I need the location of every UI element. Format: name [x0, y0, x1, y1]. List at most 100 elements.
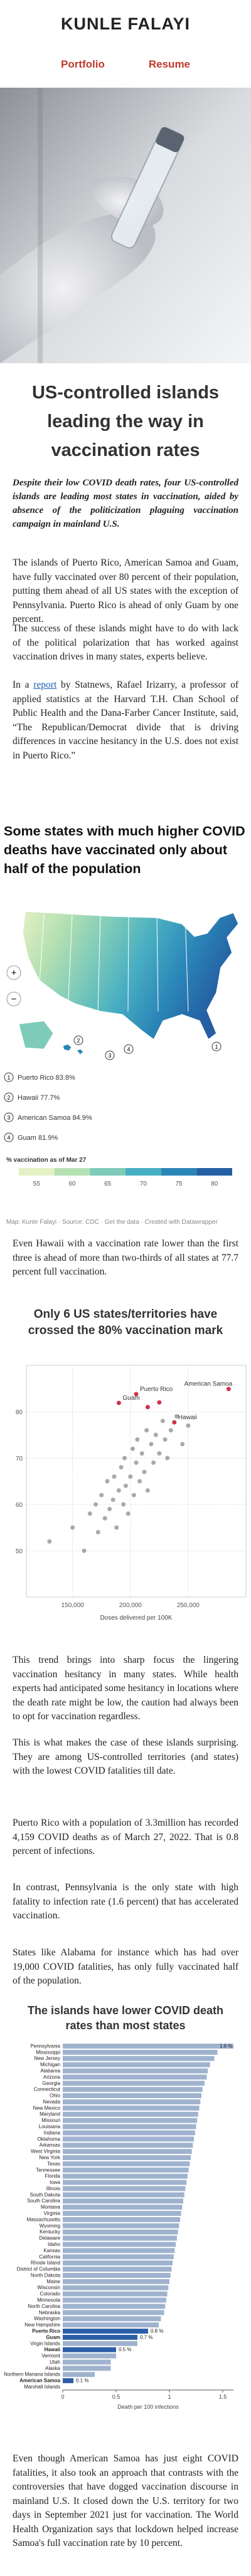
legend-value: 81.9%	[38, 1134, 58, 1142]
bar	[63, 2322, 159, 2328]
bar	[63, 2161, 190, 2166]
y-tick-label: Illinois	[46, 2186, 60, 2191]
paragraph: The success of these islands might have …	[13, 623, 238, 662]
x-tick-label: 0	[61, 2394, 64, 2400]
bar	[63, 2235, 177, 2241]
bar	[63, 2279, 169, 2284]
legend-label: Hawaii 77.7%	[18, 1094, 60, 1102]
scale-swatch	[196, 1168, 232, 1176]
legend-label: Puerto Rico 83.8%	[18, 1074, 75, 1082]
bar	[63, 2068, 208, 2074]
y-tick-label: Montana	[41, 2205, 61, 2210]
y-tick-label: 70	[16, 1456, 23, 1462]
point	[95, 1529, 100, 1534]
bar	[63, 2093, 201, 2099]
bar	[63, 2124, 196, 2129]
bar	[63, 2173, 188, 2179]
point	[116, 1488, 121, 1493]
point	[70, 1525, 75, 1530]
y-tick-label: Colorado	[40, 2291, 61, 2297]
legend-label: Guam 81.9%	[18, 1134, 58, 1142]
point	[145, 1488, 150, 1493]
map-land	[22, 911, 239, 1041]
state-border	[37, 914, 45, 1012]
legend-value: 83.8%	[56, 1074, 75, 1082]
map-hawaii	[62, 1043, 84, 1055]
point	[153, 1432, 158, 1437]
bar	[63, 2242, 176, 2247]
link[interactable]: report	[33, 680, 57, 690]
legend-marker	[4, 1092, 14, 1102]
paragraph: In contrast, Pennsylvania is the only st…	[13, 1882, 238, 1921]
y-tick-label: Minnesota	[37, 2297, 60, 2303]
y-tick-label: Missouri	[41, 2118, 60, 2123]
bar	[63, 2081, 205, 2086]
bar	[63, 2136, 195, 2142]
point	[121, 1502, 126, 1507]
value-label: 0.5 %	[119, 2347, 131, 2352]
bar	[63, 2192, 184, 2198]
y-tick-label: Nevada	[43, 2099, 60, 2104]
point-label: Puerto Rico	[140, 1386, 173, 1393]
bar	[63, 2285, 169, 2290]
zoom-button[interactable]	[6, 965, 21, 980]
y-tick-label: Alaska	[45, 2366, 61, 2371]
bar	[63, 2074, 207, 2080]
map-marker	[73, 1035, 83, 1045]
bar	[63, 2229, 178, 2235]
y-tick-label: Marshall Islands	[24, 2384, 60, 2390]
point	[160, 1419, 165, 1424]
y-tick-label: North Carolina	[28, 2304, 60, 2309]
bar	[63, 2180, 187, 2185]
point	[226, 1387, 231, 1392]
nav-link[interactable]: Portfolio	[60, 58, 105, 70]
point	[180, 1442, 185, 1447]
point	[165, 1456, 170, 1461]
x-tick-label: 250,000	[177, 1602, 200, 1609]
scale-swatch	[161, 1168, 197, 1176]
paragraph: This is what makes the case of these isl…	[13, 1737, 238, 1776]
legend-marker	[4, 1132, 14, 1142]
zoom-button[interactable]	[6, 991, 21, 1006]
zoom-label[interactable]: +	[11, 968, 17, 978]
legend-marker-label: 4	[7, 1135, 10, 1141]
point	[135, 1437, 140, 1442]
y-tick-label: New Jersey	[34, 2056, 60, 2061]
map-chart: 1 2 3 4 + − 1 Puerto Rico 83.8% 2 Hawaii 77.7% 3 Am…	[4, 911, 239, 1187]
scale-swatch	[19, 1168, 55, 1176]
y-tick-label: California	[39, 2254, 60, 2260]
zoom-label[interactable]: −	[11, 994, 17, 1005]
point	[149, 1442, 154, 1447]
y-tick-label: Nebraska	[39, 2310, 61, 2315]
bar	[63, 2329, 148, 2334]
point-label: Hawaii	[178, 1414, 197, 1421]
chart-title: Only 6 US states/territories have crosse…	[28, 1308, 223, 1337]
y-tick-label: Florida	[45, 2173, 61, 2179]
y-tick-label: Michigan	[40, 2062, 60, 2067]
legend-marker	[4, 1112, 14, 1122]
y-tick-label: South Carolina	[27, 2198, 60, 2204]
y-tick-label: North Dakota	[31, 2272, 61, 2278]
legend-name: Hawaii	[18, 1094, 38, 1102]
legend-marker-label: 2	[7, 1095, 10, 1101]
point	[186, 1423, 191, 1428]
point	[112, 1474, 117, 1479]
point	[145, 1405, 150, 1410]
chart-title: The islands have lower COVID death rates…	[27, 2004, 224, 2032]
bar	[63, 2260, 173, 2266]
state-border	[127, 914, 129, 1012]
bar	[63, 2099, 201, 2104]
text: In a	[13, 680, 34, 690]
legend-value: 77.7%	[40, 1094, 60, 1102]
x-axis-title: Doses delivered per 100K	[100, 1615, 172, 1622]
point	[163, 1437, 168, 1442]
bar	[63, 2056, 215, 2061]
scale-title: % vaccination as of Mar 27	[6, 1157, 87, 1164]
y-tick-label: New Hampshire	[24, 2322, 60, 2328]
bar	[63, 2366, 111, 2371]
y-tick-label: South Dakota	[30, 2192, 61, 2198]
y-tick-label: Connecticut	[34, 2087, 61, 2092]
paragraph: Puerto Rico with a population of 3.3mill…	[13, 1818, 238, 1856]
nav-link[interactable]: Resume	[148, 58, 191, 70]
legend-name: Guam	[18, 1134, 36, 1142]
